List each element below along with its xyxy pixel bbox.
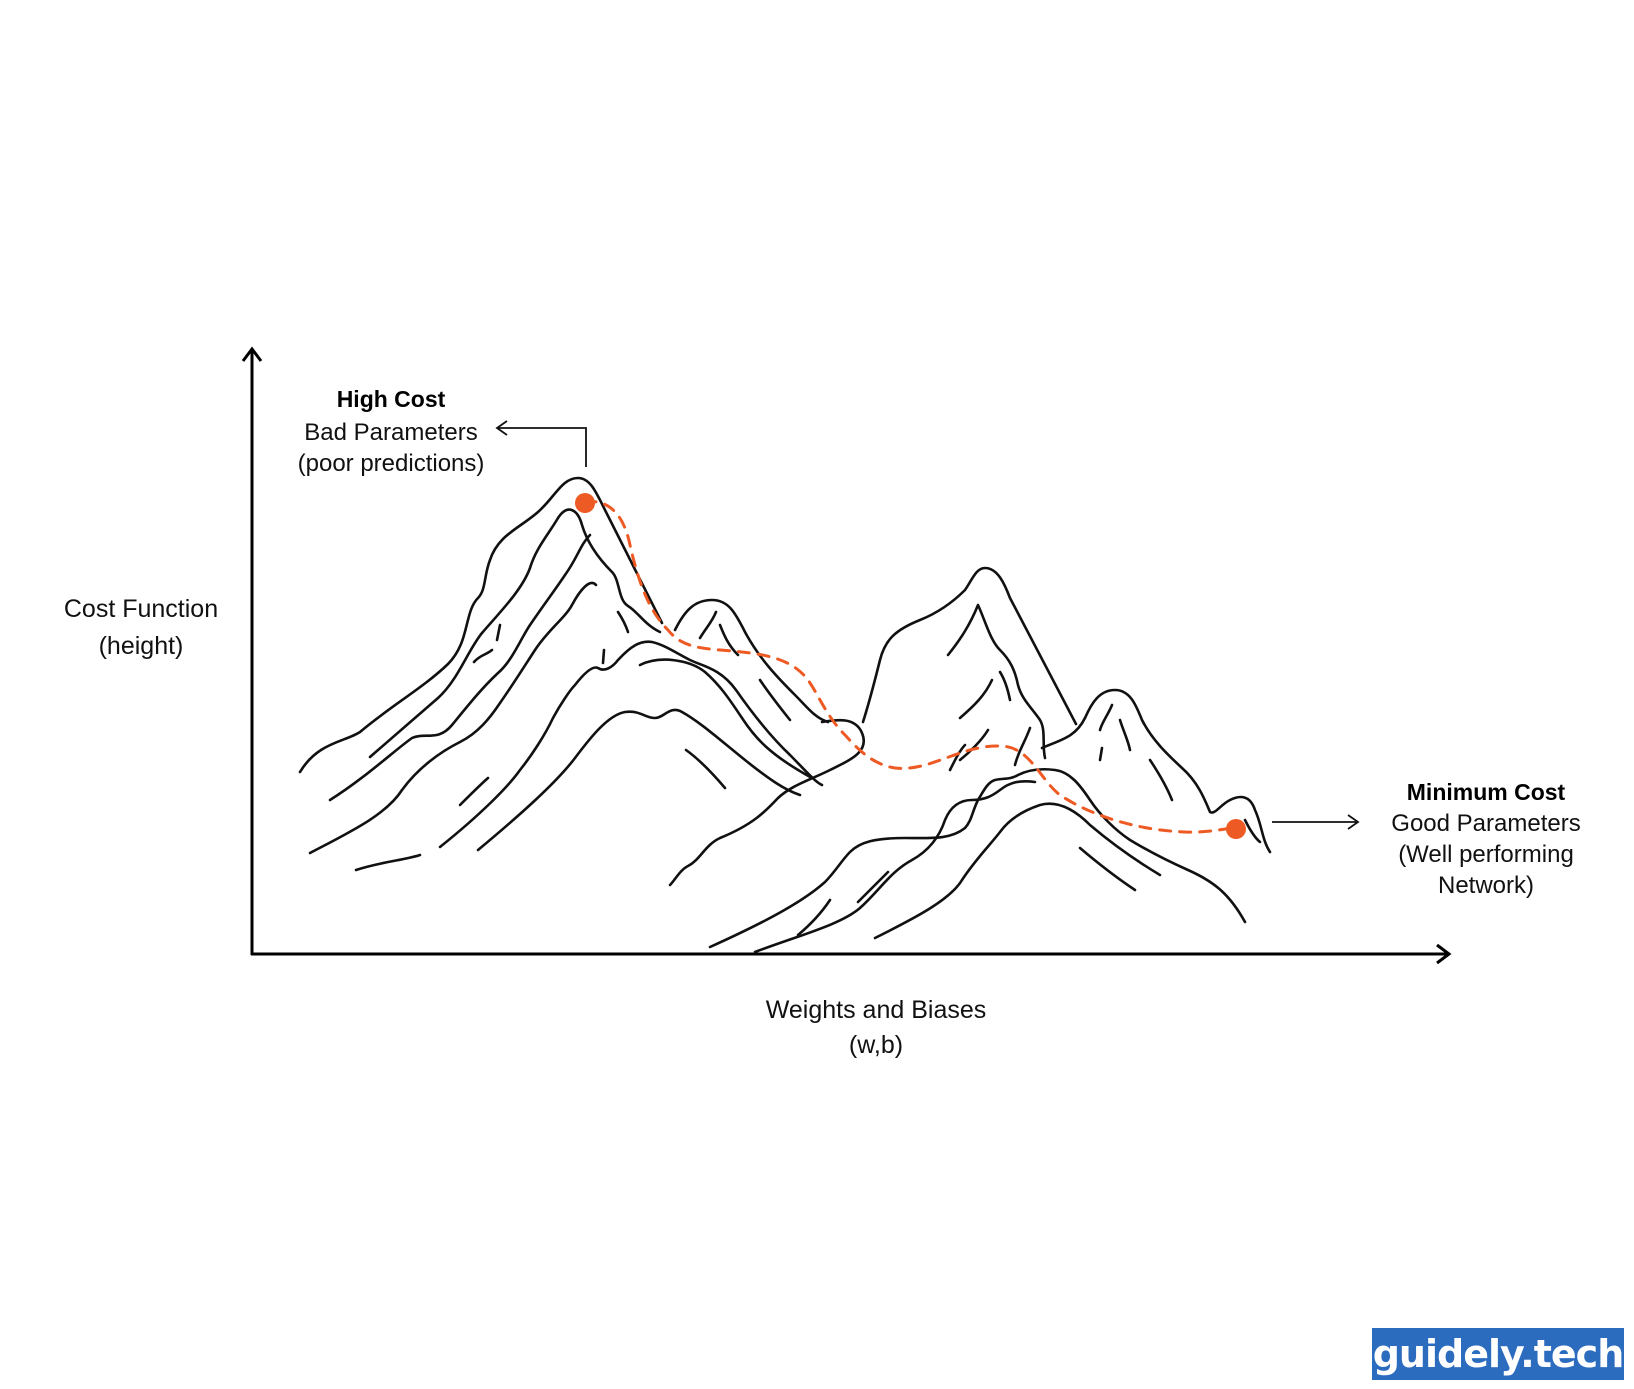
left-peak-ridge-2 [328,533,592,802]
left-ridge-tick-c [472,648,494,664]
high-cost-connector [497,427,587,467]
minimum-cost-line3: Network) [1438,872,1534,899]
left-peak-ridge-4 [438,640,824,849]
left-ridge-tick-a [354,853,422,872]
high-cost-connector-arrowhead [495,420,508,436]
right-ridge-tick-d [948,743,967,772]
mountains [298,476,1272,954]
high-cost-line2: (poor predictions) [298,450,485,477]
right-ridge-tick-b [856,870,890,904]
axes [241,346,1452,965]
minimum-cost-connector-arrowhead [1347,814,1360,830]
right-peak-outline [861,566,1078,726]
minimum-cost-line1: Good Parameters [1391,810,1580,837]
high-cost-line1: Bad Parameters [304,419,477,446]
y-axis-label-line2: (height) [99,632,184,660]
left-ridge-tick-e [601,648,606,665]
high-cost-marker [575,493,595,513]
left-ridge-tick-d [495,623,502,642]
right-ridge-tick-c [1078,846,1137,892]
left-peak-ridge [368,508,662,759]
left-small-peak [673,598,830,724]
right-small-peak [1040,688,1272,854]
minimum-cost-marker [1226,819,1246,839]
right-ridge-tick-a [796,898,832,937]
left-ridge-tick-f [616,610,630,634]
right-peak-ridge-2 [998,670,1032,767]
right-peak-base-2 [753,779,1037,954]
descent-path [583,500,1238,834]
left-peak-ridge-3 [308,581,598,855]
minimum-cost-line2: (Well performing [1398,841,1574,868]
minimum-cost-title: Minimum Cost [1407,779,1566,805]
left-ridge-tick-b [458,776,490,807]
right-peak-ridge-3 [958,678,994,762]
left-small-peak-ridge [698,610,792,722]
high-cost-title: High Cost [337,386,446,412]
guidely-logo: guidely.tech [1372,1328,1624,1380]
y-axis-arrowhead [241,346,263,362]
x-axis-label-line1: Weights and Biases [766,996,987,1024]
left-small-peak-base [638,658,814,780]
right-peak-ridge [946,603,1047,760]
right-small-peak-ridge [1098,703,1262,844]
y-axis-label-line1: Cost Function [64,595,218,623]
right-peak-base-3 [873,802,1162,940]
x-axis-arrowhead [1436,943,1452,965]
left-peak-ridge-5 [476,708,802,852]
saddle [668,718,865,887]
left-ridge-tick-g [684,748,727,790]
left-peak-outline [298,476,664,774]
x-axis-label-line2: (w,b) [849,1031,903,1059]
right-peak-base [708,767,1247,949]
